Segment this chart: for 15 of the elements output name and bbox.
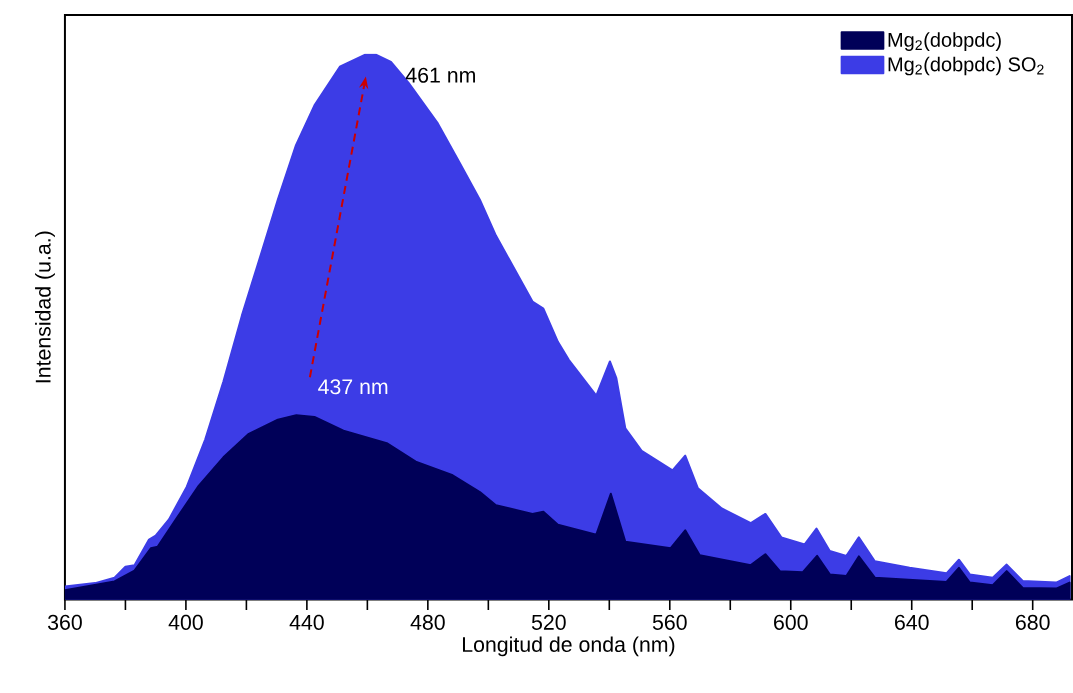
legend-label: Mg$_{2}$(dobpdc) SO$_{2}$ — [888, 56, 1044, 76]
x-tick-label: 520 — [531, 614, 566, 630]
x-tick-label: 400 — [168, 614, 203, 630]
annotation: 461 nm — [405, 67, 475, 83]
x-tick-label: 680 — [1016, 614, 1050, 630]
x-tick-label: 360 — [47, 614, 82, 630]
x-tick-label: 600 — [774, 614, 808, 630]
x-tick-label: 560 — [652, 614, 687, 630]
annotation: 437 nm — [318, 379, 388, 395]
y-axis-title: Intensidad (u.a.) — [35, 231, 55, 383]
x-axis-title: Longitud de onda (nm) — [463, 636, 675, 657]
x-tick-label: 640 — [895, 614, 929, 630]
x-tick-label: 480 — [410, 614, 445, 630]
legend-label: Mg$_{2}$(dobpdc) — [888, 32, 1001, 51]
x-tick-label: 440 — [289, 614, 324, 630]
